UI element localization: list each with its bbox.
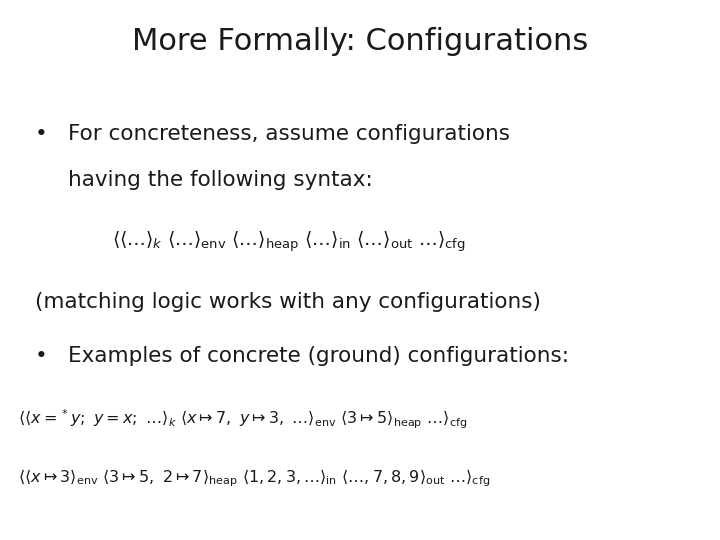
Text: More Formally: Configurations: More Formally: Configurations: [132, 27, 588, 56]
Text: (matching logic works with any configurations): (matching logic works with any configura…: [35, 292, 541, 312]
Text: $\langle\langle x{=}^*y;\ y{=}x;\ \ldots\rangle_k\ \langle x \mapsto 7,\ y \maps: $\langle\langle x{=}^*y;\ y{=}x;\ \ldots…: [18, 408, 467, 431]
Text: Examples of concrete (ground) configurations:: Examples of concrete (ground) configurat…: [68, 346, 570, 366]
Text: $\langle\langle\ldots\rangle_k\ \langle\ldots\rangle_{\mathrm{env}}\ \langle\ldo: $\langle\langle\ldots\rangle_k\ \langle\…: [112, 230, 465, 254]
Text: •: •: [35, 124, 48, 144]
Text: $\langle\langle x \mapsto 3\rangle_{\mathrm{env}}\ \langle 3 \mapsto 5,\ 2 \maps: $\langle\langle x \mapsto 3\rangle_{\mat…: [18, 467, 490, 489]
Text: For concreteness, assume configurations: For concreteness, assume configurations: [68, 124, 510, 144]
Text: •: •: [35, 346, 48, 366]
Text: having the following syntax:: having the following syntax:: [68, 170, 373, 190]
